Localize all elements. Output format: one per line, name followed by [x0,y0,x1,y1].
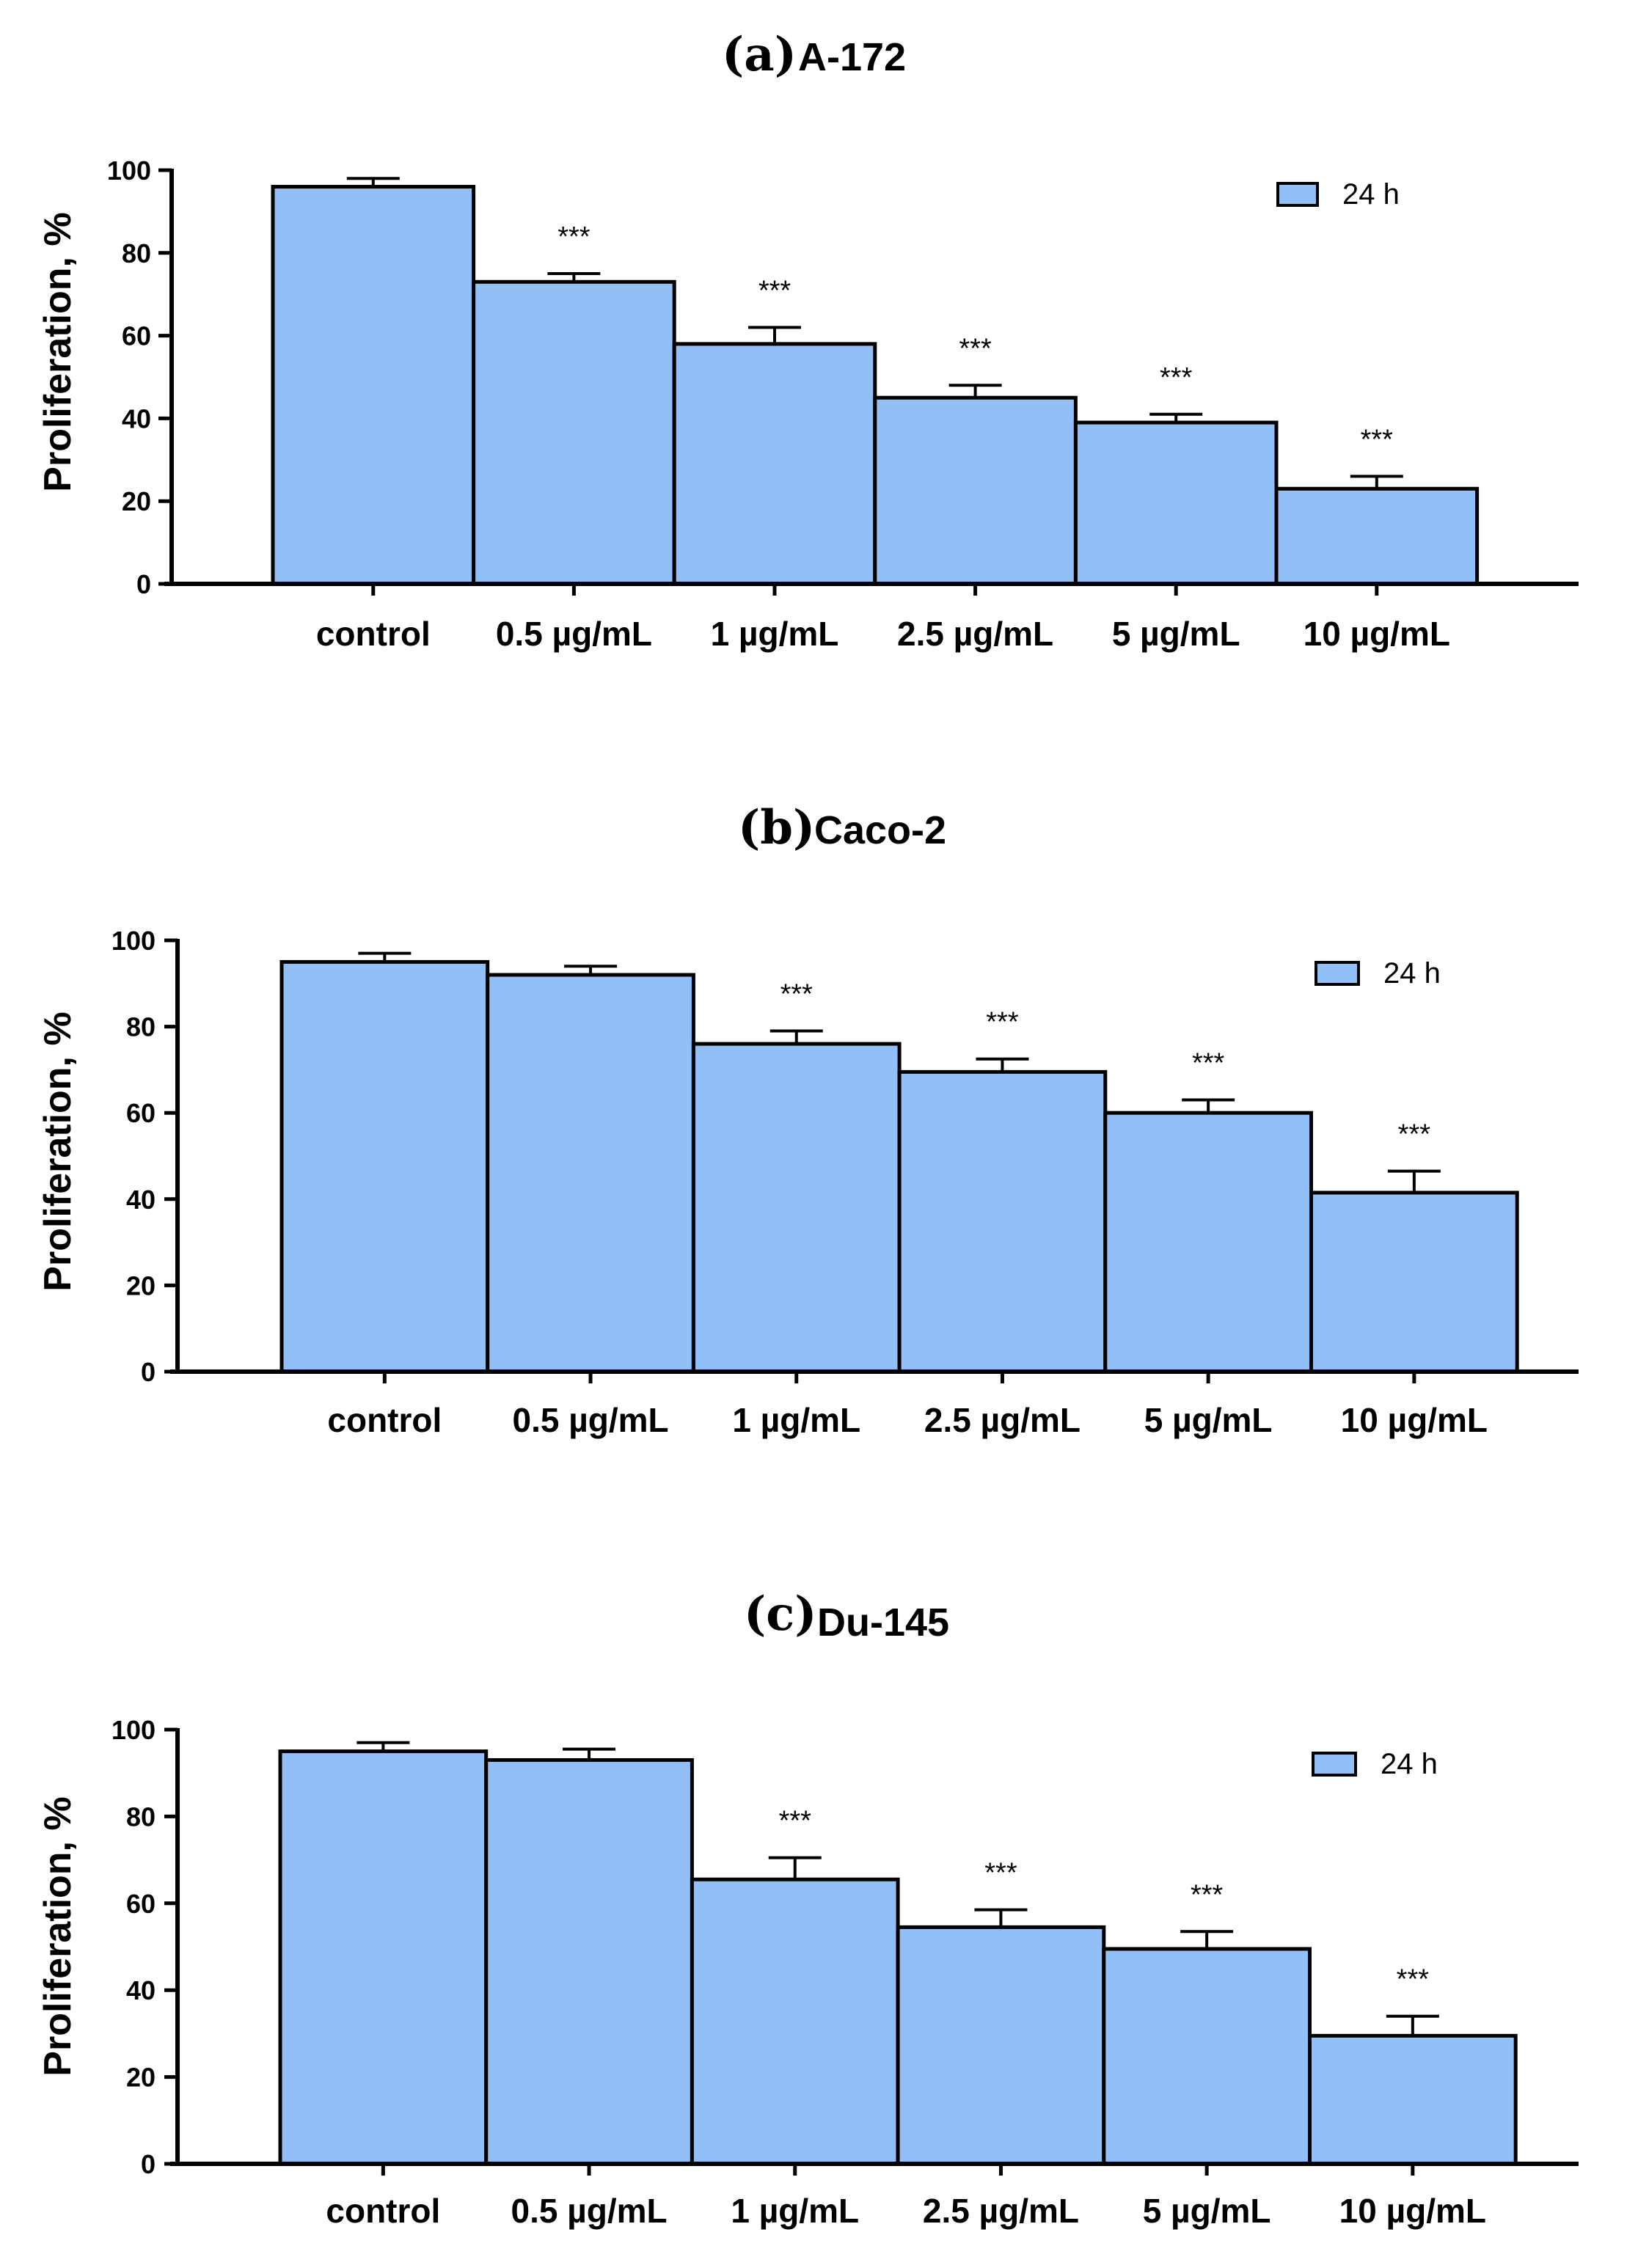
panel-letter: (b) [738,800,815,855]
y-tick-label: 40 [122,403,151,434]
x-tick-label: control [327,1401,442,1439]
significance-marker: *** [959,333,992,364]
bar [896,1925,1106,2166]
x-tick-label: 1 µg/mL [731,2192,859,2230]
significance-marker: *** [1361,424,1394,455]
y-tick-label: 20 [122,486,151,516]
plot-area: control *** 0.5 µg/mL *** 1 µg/mL *** 2.5 µg/m… [107,156,1579,653]
bar [1274,486,1480,586]
significance-marker: *** [1397,1964,1430,1995]
plot-area: control 0.5 µg/mL *** 1 µg/mL *** 2.5 µg/mL **… [111,1715,1579,2230]
x-tick-label: 0.5 µg/mL [511,2192,667,2230]
chart-title: A-172 [798,35,906,79]
significance-marker: *** [1192,1048,1225,1079]
x-tick-label: 0.5 µg/mL [512,1401,668,1439]
x-tick-label: 2.5 µg/mL [897,615,1053,653]
legend-swatch [1312,1752,1357,1777]
significance-marker: *** [1191,1879,1224,1910]
bar [278,1749,489,2166]
chart-title: Du-145 [817,1601,949,1645]
y-tick-label: 80 [126,1801,156,1832]
panel-letter: (a) [722,27,797,82]
significance-marker: *** [557,222,591,252]
bar [1309,1190,1519,1374]
y-tick-label: 100 [111,926,156,956]
bar [1308,2033,1518,2166]
x-tick-label: 5 µg/mL [1144,1401,1273,1439]
significance-marker: *** [1160,362,1193,393]
x-tick-label: 1 µg/mL [711,615,839,653]
significance-marker: *** [1398,1119,1431,1150]
legend-label: 24 h [1381,1748,1438,1780]
significance-marker: *** [779,1806,812,1837]
x-tick-label: 0.5 µg/mL [496,615,652,653]
bar [486,973,695,1374]
panel-b: (b) Caco-2 Proliferation, % control 0.5 µ… [37,800,1579,1439]
significance-marker: *** [984,1858,1017,1889]
y-tick-label: 20 [126,2063,156,2093]
bar [691,1042,902,1374]
chart-title: Caco-2 [814,808,946,852]
panel-a: (a) A-172 Proliferation, % control *** 0.5… [37,27,1579,653]
bar [690,1877,900,2166]
x-tick-label: control [326,2192,440,2230]
significance-marker: *** [780,978,813,1009]
x-tick-label: control [316,615,431,653]
bar [1103,1111,1314,1374]
x-tick-label: 10 µg/mL [1304,615,1450,653]
bar [279,959,490,1374]
y-tick-label: 40 [126,1975,156,2005]
bar [1073,420,1279,586]
x-tick-label: 2.5 µg/mL [923,2192,1079,2230]
legend-label: 24 h [1342,178,1400,211]
x-tick-label: 5 µg/mL [1143,2192,1271,2230]
x-tick-label: 2.5 µg/mL [924,1401,1081,1439]
legend-label: 24 h [1383,957,1441,989]
bar [484,1757,694,2166]
plot-area: control 0.5 µg/mL *** 1 µg/mL *** 2.5 µg/mL **… [111,926,1579,1439]
bar [873,395,1078,586]
y-axis-label: Proliferation, % [37,1796,79,2076]
bar [897,1069,1108,1374]
panel-c: (c) Du-145 Proliferation, % control 0.5 µ… [37,1587,1579,2230]
y-tick-label: 0 [141,2149,156,2179]
y-tick-label: 20 [126,1270,156,1301]
y-axis-label: Proliferation, % [37,212,79,491]
y-tick-label: 0 [136,569,151,599]
bar [1102,1947,1312,2166]
significance-marker: *** [758,275,791,306]
y-tick-label: 80 [122,238,151,268]
y-tick-label: 60 [126,1889,156,1919]
x-tick-label: 5 µg/mL [1112,615,1240,653]
significance-marker: *** [986,1007,1019,1038]
bar [271,185,476,586]
y-tick-label: 80 [126,1012,156,1042]
bar [672,342,877,586]
legend-swatch [1276,182,1319,207]
x-tick-label: 10 µg/mL [1341,1401,1488,1439]
y-tick-label: 60 [122,321,151,351]
y-tick-label: 60 [126,1098,156,1128]
y-tick-label: 40 [126,1185,156,1215]
y-axis-label: Proliferation, % [37,1012,79,1291]
x-tick-label: 1 µg/mL [732,1401,860,1439]
y-tick-label: 100 [107,156,151,186]
legend-swatch [1315,961,1360,986]
panel-letter: (c) [744,1587,817,1642]
x-tick-label: 10 µg/mL [1339,2192,1486,2230]
y-tick-label: 100 [111,1715,156,1745]
y-tick-label: 0 [141,1357,156,1387]
bar [472,279,676,586]
